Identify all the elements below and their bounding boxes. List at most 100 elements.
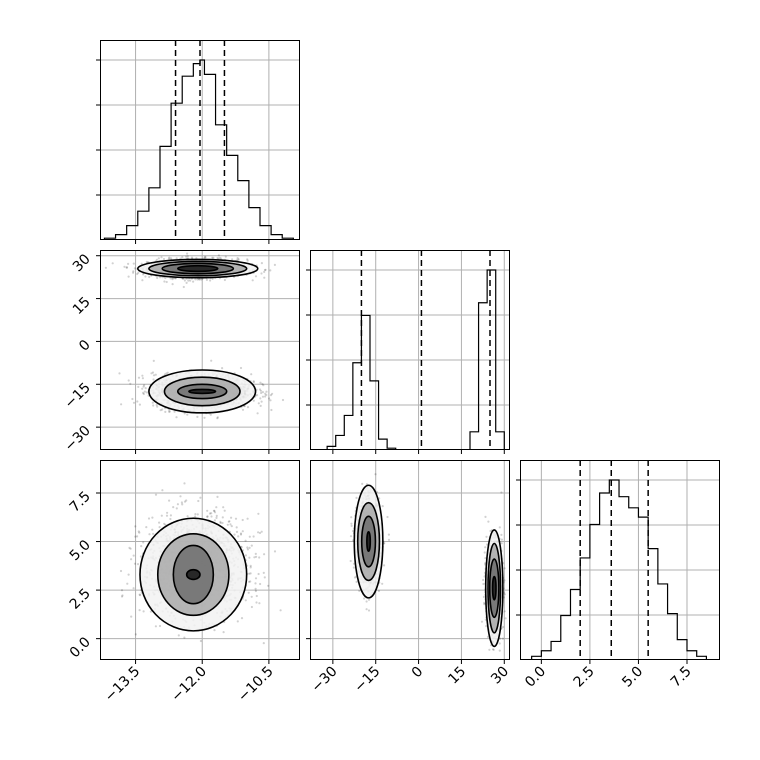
scatter-point-density-0-2-0-832: [219, 520, 222, 524]
scatter-point-density-0-1-0-1054: [163, 280, 166, 283]
scatter-point-density-0-2-0-1306: [208, 512, 212, 515]
scatter-point-density-0-2-0-1282: [213, 511, 217, 514]
scatter-point-density-0-1-0-1061: [162, 257, 166, 261]
scatter-point-density-0-2-0-170: [230, 525, 233, 528]
scatter-point-density-0-2-0-576: [165, 514, 169, 517]
scatter-point-density-0-2-0-1063: [244, 599, 247, 602]
scatter-point-density-1-2-0-105: [353, 576, 357, 579]
scatter-point-density-0-2-0-1032: [254, 587, 257, 590]
scatter-point-density-1-2-0-32: [358, 589, 361, 593]
scatter-point-density-1-2-0-389: [363, 597, 366, 600]
scatter-point-density-0-1-1-711: [152, 359, 155, 362]
scatter-point-density-0-1-1-1384: [209, 413, 212, 416]
scatter-point-density-0-2-0-613: [199, 496, 202, 499]
scatter-point-density-0-1-1-1244: [260, 391, 263, 395]
scatter-point-density-0-1-1-1071: [264, 392, 267, 395]
panel-hist-0: [96, 40, 300, 244]
scatter-point-density-0-2-0-701: [142, 610, 145, 613]
scatter-point-density-0-2-0-299: [254, 577, 258, 580]
scatter-point-density-1-2-0-602: [350, 524, 353, 528]
scatter-point-density-1-2-0-52: [365, 608, 368, 611]
scatter-point-density-0-2-0-84: [183, 500, 187, 503]
scatter-point-density-0-1-0-72: [181, 256, 184, 259]
scatter-point-density-0-1-1-1176: [261, 382, 264, 386]
scatter-point-density-0-2-0-406: [215, 514, 218, 518]
contour-fill-density-0-2-0-0: [186, 569, 200, 580]
scatter-point-density-0-2-0-1202: [139, 594, 142, 597]
scatter-point-density-0-2-0-689: [228, 520, 231, 523]
scatter-point-density-0-1-1-103: [271, 392, 274, 395]
scatter-point-density-0-2-0-223: [240, 617, 244, 620]
scatter-point-density-0-1-1-19: [127, 379, 130, 382]
scatter-point-density-0-2-0-676: [255, 594, 258, 598]
scatter-point-density-0-1-1-1399: [221, 367, 224, 370]
scatter-point-density-1-2-0-396: [350, 522, 353, 525]
panel-hist-1: [306, 250, 510, 454]
scatter-point-density-0-1-1-1389: [183, 412, 186, 415]
scatter-point-density-0-2-0-529: [175, 507, 178, 510]
scatter-point-density-0-1-1-18: [136, 400, 139, 403]
xtick-label-density-0-2-1: −12.0: [168, 664, 210, 706]
contour-line-density-0-2-0-2: [156, 532, 230, 617]
scatter-point-density-0-2-0-1268: [258, 531, 262, 535]
scatter-point-density-0-1-0-329: [148, 275, 151, 279]
scatter-point-density-0-1-1-933: [150, 372, 153, 375]
scatter-point-density-0-2-0-924: [152, 532, 155, 535]
scatter-point-density-0-1-0-367: [186, 252, 189, 255]
contour-line-density-0-1-1-1: [176, 383, 228, 400]
scatter-point-density-0-1-1-386: [270, 408, 273, 412]
scatter-point-density-0-1-1-587: [252, 399, 255, 402]
scatter-point-density-0-2-0-1319: [154, 493, 158, 496]
scatter-point-density-0-1-1-1184: [261, 391, 264, 394]
scatter-point-density-0-2-0-1110: [249, 566, 252, 569]
scatter-point-density-0-1-1-174: [137, 376, 141, 379]
scatter-point-density-0-2-0-1145: [257, 572, 260, 576]
scatter-point-density-0-1-0-18: [189, 279, 192, 282]
scatter-point-density-0-1-1-404: [118, 372, 121, 375]
contour-line-density-0-1-1-0: [188, 388, 217, 395]
scatter-point-density-0-2-0-279: [246, 517, 249, 520]
scatter-point-density-0-2-0-1233: [253, 556, 256, 559]
ytick-label-density-0-2-1: 2.5: [67, 586, 94, 613]
scatter-point-density-0-2-0-274: [119, 569, 123, 573]
scatter-point-density-0-1-1-90: [252, 381, 255, 384]
scatter-point-density-0-2-0-263: [257, 512, 260, 515]
scatter-point-density-0-2-0-995: [213, 629, 216, 632]
scatter-point-density-0-2-0-158: [230, 516, 233, 519]
scatter-point-density-0-1-1-676: [261, 395, 265, 398]
histogram-1: [318, 269, 510, 450]
scatter-point-density-0-1-0-922: [237, 258, 240, 261]
scatter-point-density-0-2-0-362: [267, 584, 270, 587]
scatter-point-density-0-1-1-1284: [165, 372, 168, 375]
scatter-point-density-0-2-0-326: [227, 520, 230, 523]
scatter-point-density-0-1-0-436: [204, 256, 207, 259]
scatter-point-density-0-2-0-1174: [145, 526, 148, 529]
scatter-point-density-0-2-0-307: [151, 516, 154, 519]
scatter-point-density-0-2-0-790: [212, 509, 216, 512]
scatter-point-density-0-2-0-167: [166, 511, 169, 514]
scatter-point-density-0-2-0-959: [177, 634, 180, 637]
scatter-point-density-0-2-0-1373: [186, 515, 189, 518]
scatter-point-density-0-2-0-1310: [226, 523, 229, 526]
grid-hist-2: [520, 460, 720, 660]
scatter-point-density-0-1-1-1150: [260, 400, 263, 403]
contour-line-density-0-1-0-1: [161, 262, 235, 275]
scatter-point-density-0-2-0-998: [194, 515, 197, 518]
scatter-point-density-0-2-0-1117: [235, 526, 238, 529]
scatter-point-density-0-1-1-461: [259, 381, 262, 384]
scatter-point-density-0-2-0-602: [246, 546, 249, 549]
scatter-point-density-0-2-0-583: [246, 548, 249, 551]
scatter-point-density-1-2-0-405: [377, 589, 380, 593]
scatter-point-density-0-2-0-222: [273, 550, 277, 553]
scatter-point-density-0-2-0-524: [128, 546, 131, 550]
scatter-point-density-0-2-0-967: [260, 530, 263, 533]
scatter-point-density-0-2-0-742: [133, 562, 137, 565]
scatter-point-density-0-1-0-683: [125, 266, 128, 269]
scatter-point-density-0-2-0-422: [254, 552, 257, 556]
ytick-label-density-0-2-2: 5.0: [67, 537, 94, 564]
scatter-point-density-0-1-0-1129: [190, 256, 194, 259]
scatter-point-density-0-1-1-47: [252, 380, 255, 383]
scatter-point-density-0-2-0-779: [137, 530, 140, 533]
